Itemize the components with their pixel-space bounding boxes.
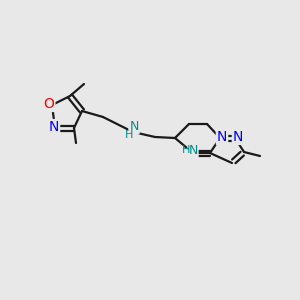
Text: N: N: [129, 121, 139, 134]
Text: H: H: [182, 145, 190, 155]
Text: O: O: [44, 97, 54, 111]
Text: N: N: [49, 120, 59, 134]
Text: N: N: [217, 130, 227, 144]
Text: N: N: [233, 130, 243, 144]
Text: N: N: [188, 145, 198, 158]
Text: H: H: [125, 130, 133, 140]
